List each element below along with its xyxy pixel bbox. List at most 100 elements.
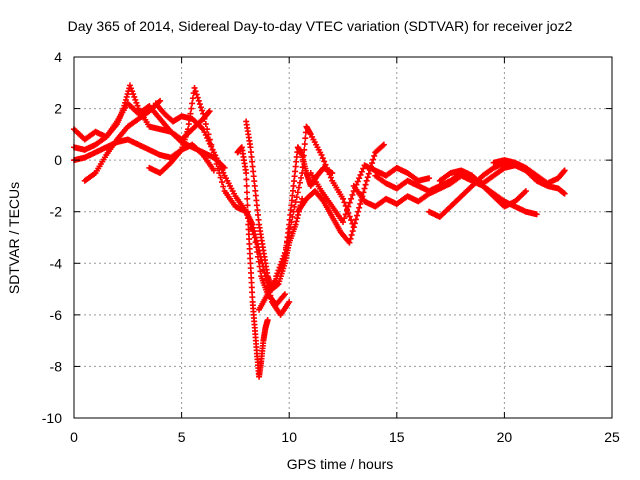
data-point: [294, 215, 301, 222]
data-point: [120, 105, 127, 112]
x-tick-label: 10: [281, 429, 297, 445]
data-point: [370, 156, 377, 163]
data-point: [199, 107, 206, 114]
data-point: [218, 179, 225, 186]
data-point: [122, 96, 129, 103]
data-point: [274, 270, 281, 277]
x-tick-label: 25: [604, 429, 620, 445]
plot-frame: [73, 56, 613, 419]
series-track-16: [490, 157, 568, 187]
series-track-15: [426, 159, 568, 220]
x-tick-label: 0: [70, 429, 78, 445]
data-point: [289, 213, 296, 220]
data-point: [279, 255, 286, 262]
data-point: [276, 264, 283, 271]
data-point: [349, 228, 356, 235]
data-point: [197, 104, 204, 111]
data-point: [301, 146, 308, 153]
data-point: [201, 115, 208, 122]
data-point: [278, 258, 285, 265]
data-point: [191, 84, 198, 91]
data-point: [244, 208, 251, 215]
data-point: [275, 267, 282, 274]
data-point: [294, 189, 301, 196]
data-point: [185, 121, 192, 128]
chart-title: Day 365 of 2014, Sidereal Day-to-day VTE…: [67, 18, 573, 34]
data-point: [299, 164, 306, 171]
data-point: [326, 171, 333, 178]
data-point: [560, 168, 567, 175]
data-point: [327, 174, 334, 181]
data-point: [293, 194, 300, 201]
data-point: [351, 220, 358, 227]
data-point: [251, 228, 258, 235]
series-track-17: [436, 167, 529, 210]
data-point: [340, 195, 346, 202]
data-point: [268, 295, 275, 302]
data-point: [365, 170, 372, 177]
data-point: [264, 317, 271, 324]
data-point: [128, 85, 135, 92]
data-point: [533, 211, 540, 218]
data-point: [346, 199, 353, 206]
data-point: [299, 170, 306, 177]
series-track-12: [307, 162, 433, 226]
data-point: [357, 200, 364, 207]
data-point: [364, 174, 371, 181]
y-tick-label: 2: [54, 101, 62, 117]
data-point: [426, 175, 433, 182]
series-track-3: [71, 136, 217, 174]
data-point: [348, 195, 355, 202]
data-point: [380, 141, 387, 148]
data-point: [245, 215, 252, 222]
data-point: [250, 224, 257, 231]
data-point: [252, 234, 259, 241]
data-point: [353, 212, 360, 219]
data-point: [302, 135, 309, 142]
data-point: [287, 224, 294, 231]
data-point: [292, 199, 299, 206]
series-track-8: [243, 118, 306, 293]
data-point: [157, 97, 164, 104]
data-point: [126, 82, 133, 89]
data-point: [323, 164, 330, 171]
data-point: [123, 93, 130, 100]
data-point: [295, 184, 302, 191]
series-track-11: [294, 141, 387, 246]
data-point: [220, 183, 227, 190]
data-point: [356, 204, 363, 211]
data-point: [349, 191, 356, 198]
data-point: [369, 160, 376, 167]
data-point: [193, 91, 200, 98]
data-point: [243, 170, 250, 177]
data-point: [357, 171, 364, 178]
data-point: [362, 181, 369, 188]
data-point: [292, 221, 299, 228]
data-point: [281, 291, 288, 298]
data-point: [346, 239, 353, 246]
data-point: [356, 175, 363, 182]
data-point: [134, 102, 141, 109]
data-point: [348, 231, 355, 238]
data-point: [301, 141, 308, 148]
data-point: [192, 88, 199, 95]
data-point: [257, 268, 264, 275]
x-tick-label: 20: [497, 429, 513, 445]
x-axis-label: GPS time / hours: [286, 456, 394, 472]
data-point: [352, 216, 359, 223]
data-point: [319, 155, 326, 162]
data-point: [296, 179, 303, 186]
data-point: [244, 195, 251, 202]
data-point: [342, 211, 349, 218]
data-point: [188, 105, 195, 112]
data-point: [281, 249, 288, 256]
data-point: [358, 168, 365, 175]
data-point: [282, 244, 289, 251]
data-point: [130, 91, 137, 98]
y-tick-label: 0: [54, 152, 62, 168]
data-point: [345, 203, 352, 210]
y-tick-label: -8: [50, 358, 63, 374]
y-tick-label: -6: [50, 307, 63, 323]
data-point: [360, 189, 367, 196]
data-point: [132, 96, 139, 103]
